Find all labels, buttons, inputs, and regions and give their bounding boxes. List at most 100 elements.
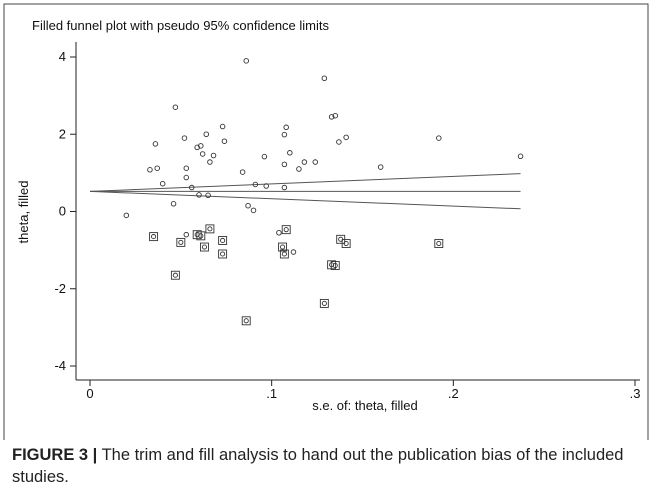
y-axis-label: theta, filled [16,181,31,244]
x-tick-label: .3 [630,386,641,401]
study-point [343,134,349,141]
study-point [207,159,213,165]
study-point [172,104,179,110]
filled-study-box [218,236,228,245]
filled-study-box [330,261,340,271]
filled-study-point [178,239,184,245]
study-point [147,167,153,173]
study-point [221,138,228,144]
filled-study-point [343,241,349,247]
funnel-plot: Filled funnel plot with pseudo 95% confi… [3,3,649,440]
filled-study-point [201,244,207,250]
filled-study-point [243,318,249,324]
filled-study-box [341,239,351,249]
caption-text: The trim and fill analysis to hand out t… [12,446,624,486]
figure-border [3,3,649,440]
filled-study-point [436,241,442,247]
study-point [154,165,160,171]
study-point [170,201,177,207]
y-tick-label: -4 [54,358,66,373]
filled-study-box [278,242,288,252]
study-point [332,112,339,119]
filled-study-box [205,224,215,234]
filled-study-point [198,233,204,239]
y-tick-label: 4 [59,49,66,64]
study-point [183,165,190,171]
x-tick-label: .1 [266,386,277,401]
filled-study-point [151,234,157,240]
x-tick-label: .2 [448,386,459,401]
filled-study-box [196,231,206,241]
filled-study-point [220,237,226,244]
study-point [205,192,211,199]
study-point [328,114,335,120]
filled-study-point [220,251,226,257]
figure-caption: FIGURE 3 | The trim and fill analysis to… [12,444,642,488]
study-point [290,249,297,255]
filled-study-box [281,225,291,235]
lower-confidence-limit [89,190,521,210]
study-point [183,174,190,181]
study-point [287,150,293,156]
study-point [243,58,249,64]
study-point [517,153,524,160]
filled-study-box [319,298,329,308]
filled-study-point [280,244,286,250]
study-point [281,131,288,138]
study-point [203,131,210,137]
study-point [219,123,226,130]
figure-label: FIGURE 3 | [12,446,98,464]
data-points [123,58,524,326]
study-point [336,139,342,145]
y-tick-label: 2 [59,126,66,141]
filled-study-point [281,251,287,257]
filled-study-box [434,239,444,249]
filled-study-point [207,226,213,232]
filled-study-box [149,232,159,242]
study-point [283,124,289,131]
filled-study-point [283,227,289,233]
study-point [263,183,269,189]
study-point [261,153,268,160]
study-point [281,161,288,168]
study-point [252,181,259,188]
y-tick-label: -2 [54,281,66,296]
axes: -4 -2 0 2 4 0 .1 .2 .3 [54,42,640,401]
study-point [181,135,188,141]
filled-study-box [170,270,180,280]
study-point [159,180,166,187]
filled-study-box [218,249,228,259]
study-point [245,202,251,209]
x-axis-label: s.e. of: theta, filled [312,398,418,413]
filled-study-box [176,237,186,247]
study-point [377,164,384,170]
filled-study-point [172,272,178,278]
study-point [296,166,302,172]
study-point [436,135,442,141]
chart-title: Filled funnel plot with pseudo 95% confi… [32,18,330,33]
study-point [301,159,308,165]
confidence-limits [89,173,521,210]
study-point [183,231,190,238]
study-point [152,141,159,147]
study-point [210,152,217,159]
study-point [281,184,288,191]
filled-study-box [199,242,209,252]
study-point [276,229,282,236]
study-point [196,192,202,198]
study-point [239,169,246,175]
study-point [188,184,195,191]
study-point [250,207,257,214]
study-point [198,143,204,149]
upper-confidence-limit [89,173,521,192]
study-point [199,151,206,157]
filled-study-point [332,263,338,269]
filled-study-box [241,316,251,326]
filled-study-point [321,300,327,306]
study-point [321,75,328,81]
y-tick-label: 0 [59,204,66,219]
x-tick-label: 0 [86,386,93,401]
study-point [312,159,319,165]
filled-study-box [279,249,289,259]
